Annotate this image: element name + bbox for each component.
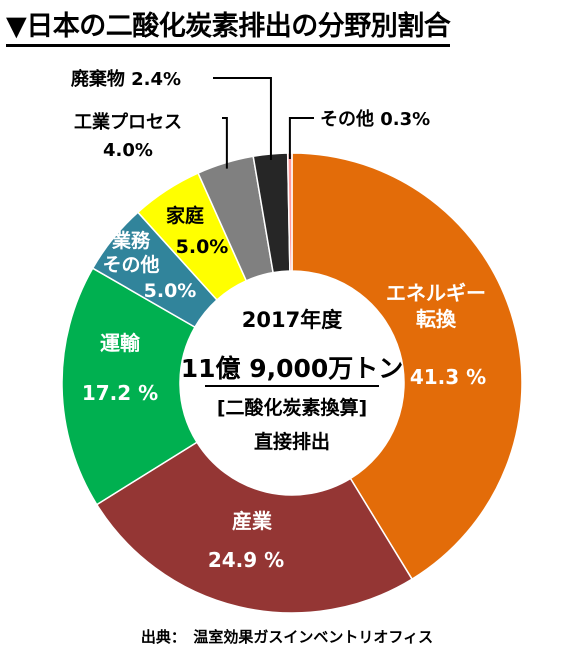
leader-industrial-process: [222, 117, 228, 169]
slice-2: [95, 441, 414, 614]
value-industry: 24.9 %: [208, 548, 284, 572]
label-household: 家庭: [166, 204, 204, 227]
source-note: 出典： 温室効果ガスインベントリオフィス: [140, 628, 434, 646]
value-transport: 17.2 %: [82, 381, 158, 405]
center-unit: [二酸化炭素換算]: [217, 396, 367, 419]
label-energy: エネルギー転換: [386, 281, 486, 331]
value-household: 5.0%: [176, 236, 229, 258]
leader-other: [288, 117, 314, 160]
label-industry: 産業: [232, 509, 273, 533]
slice-1: [291, 152, 523, 581]
value-commercial: 5.0%: [144, 280, 197, 302]
label-waste: 廃棄物 2.4%: [71, 68, 181, 90]
chart-title: ▼日本の二酸化炭素排出の分野別割合: [6, 4, 451, 47]
label-commercial: 業務その他: [102, 229, 159, 276]
center-year: 2017年度: [242, 308, 342, 332]
label-industrial-process: 工業プロセス 4.0%: [74, 111, 182, 161]
label-other: その他 0.3%: [320, 108, 430, 130]
center-note: 直接排出: [254, 430, 330, 453]
slice-3: [61, 267, 198, 506]
leader-waste: [213, 77, 272, 160]
center-total: 11億 9,000万トン: [181, 354, 404, 383]
value-energy: 41.3 %: [410, 365, 486, 389]
label-transport: 運輸: [100, 331, 141, 355]
